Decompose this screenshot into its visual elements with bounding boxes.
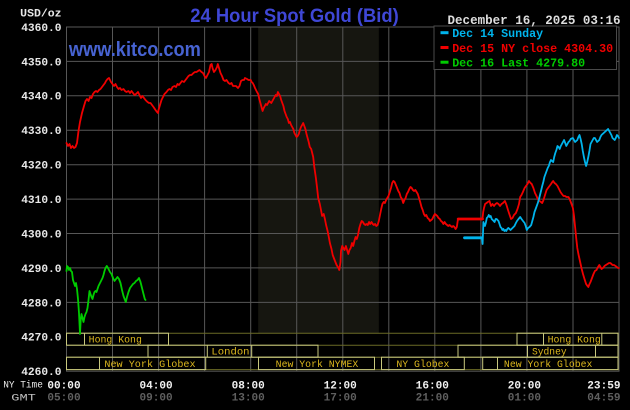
svg-text:20:00: 20:00 [508, 380, 541, 392]
svg-text:13:00: 13:00 [232, 393, 265, 405]
svg-text:New York Globex: New York Globex [504, 359, 593, 370]
svg-text:Dec 16 Last 4279.80: Dec 16 Last 4279.80 [452, 57, 585, 71]
svg-text:24 Hour Spot Gold (Bid): 24 Hour Spot Gold (Bid) [190, 6, 398, 27]
svg-text:4360.0: 4360.0 [21, 23, 61, 35]
svg-text:23:59: 23:59 [587, 380, 620, 392]
svg-text:London: London [211, 347, 249, 358]
svg-text:08:00: 08:00 [232, 380, 265, 392]
svg-text:4330.0: 4330.0 [21, 126, 61, 138]
svg-text:21:00: 21:00 [416, 393, 449, 405]
svg-text:4340.0: 4340.0 [21, 92, 61, 104]
svg-text:4280.0: 4280.0 [21, 298, 61, 310]
svg-text:4290.0: 4290.0 [21, 264, 61, 276]
svg-text:04:00: 04:00 [140, 380, 173, 392]
svg-text:17:00: 17:00 [324, 393, 357, 405]
svg-text:12:00: 12:00 [324, 380, 357, 392]
svg-text:Hong Kong: Hong Kong [548, 335, 601, 346]
svg-text:01:00: 01:00 [508, 393, 541, 405]
svg-text:4320.0: 4320.0 [21, 161, 61, 173]
svg-text:16:00: 16:00 [416, 380, 449, 392]
svg-text:Hong Kong: Hong Kong [89, 335, 142, 346]
svg-text:09:00: 09:00 [140, 393, 173, 405]
svg-text:NY Time: NY Time [3, 379, 43, 391]
svg-text:Sydney: Sydney [532, 347, 567, 358]
svg-text:00:00: 00:00 [47, 380, 80, 392]
svg-text:05:00: 05:00 [47, 393, 80, 405]
svg-text:4300.0: 4300.0 [21, 229, 61, 241]
svg-text:NY Globex: NY Globex [396, 359, 449, 370]
svg-text:4310.0: 4310.0 [21, 195, 61, 207]
svg-text:GMT: GMT [11, 392, 36, 404]
svg-text:www.kitco.com: www.kitco.com [68, 39, 201, 61]
svg-text:December 16, 2025 03:16: December 16, 2025 03:16 [448, 14, 621, 28]
svg-text:USD/oz: USD/oz [20, 8, 61, 20]
svg-text:04:59: 04:59 [587, 393, 620, 405]
svg-text:Dec 15 NY close 4304.30: Dec 15 NY close 4304.30 [452, 42, 613, 56]
svg-text:Dec 14 Sunday: Dec 14 Sunday [452, 27, 543, 41]
svg-text:New York NYMEX: New York NYMEX [276, 359, 359, 370]
svg-text:4260.0: 4260.0 [21, 367, 61, 379]
svg-text:New York Globex: New York Globex [104, 359, 195, 370]
svg-text:4270.0: 4270.0 [21, 333, 61, 345]
svg-text:4350.0: 4350.0 [21, 57, 61, 69]
